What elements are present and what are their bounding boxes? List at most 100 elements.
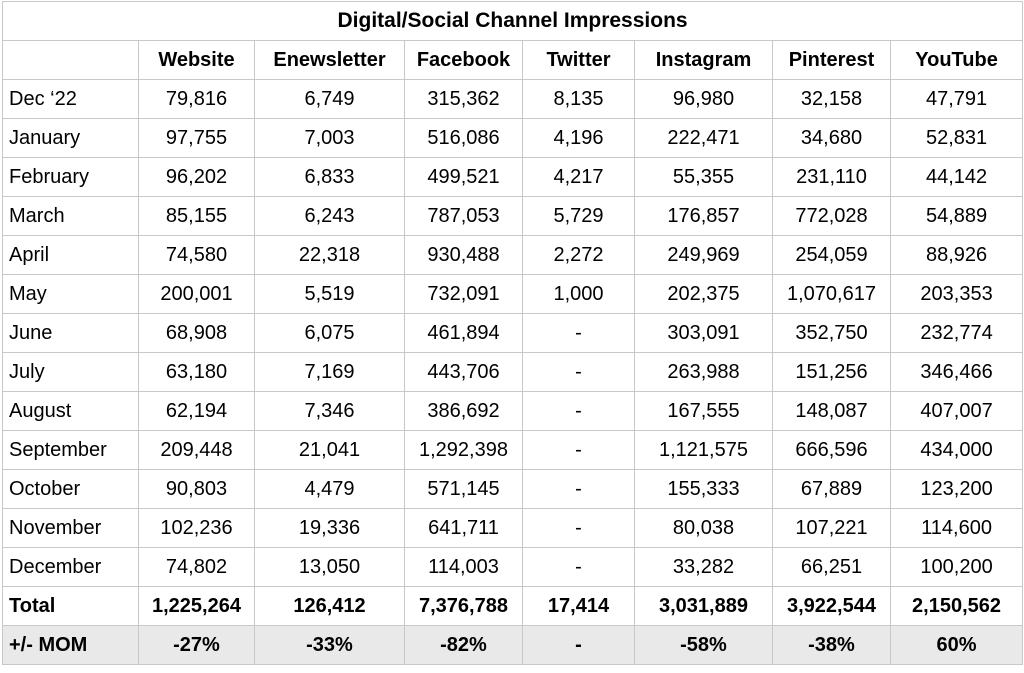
data-row: September 209,448 21,041 1,292,398-1,121,57… [2, 430, 1024, 470]
cell: 346,466 [889, 352, 1024, 392]
row-label: October [2, 469, 139, 509]
cell: 34,680 [772, 118, 891, 158]
cell: 254,059 [772, 235, 891, 275]
row-label: February [2, 157, 139, 197]
cell: -27% [138, 625, 255, 665]
cell: -82% [404, 625, 523, 665]
row-label: September [2, 430, 139, 470]
row-label: November [2, 508, 139, 548]
cell: 641,711 [404, 508, 523, 548]
cell: - [522, 508, 635, 548]
cell: 96,202 [138, 157, 255, 197]
row-label: April [2, 235, 139, 275]
cell: 79,816 [138, 79, 255, 119]
cell: - [522, 547, 635, 587]
cell: 52,831 [889, 118, 1024, 158]
cell: 5,519 [254, 274, 405, 314]
cell: 62,194 [138, 391, 255, 431]
data-row: Dec ‘22 79,816 6,749 315,362 8,135 96,980 32,1… [2, 79, 1024, 119]
cell: 2,150,562 [889, 586, 1024, 626]
column-header: Enewsletter [254, 40, 405, 80]
cell: 4,196 [522, 118, 635, 158]
cell: 63,180 [138, 352, 255, 392]
cell: 3,031,889 [634, 586, 773, 626]
data-row: August 62,194 7,346 386,692-167,555 148,087 4… [2, 391, 1024, 431]
cell: 6,243 [254, 196, 405, 236]
cell: 222,471 [634, 118, 773, 158]
cell: 4,479 [254, 469, 405, 509]
cell: 74,802 [138, 547, 255, 587]
cell: 1,292,398 [404, 430, 523, 470]
cell: 6,749 [254, 79, 405, 119]
cell: 666,596 [772, 430, 891, 470]
cell: - [522, 430, 635, 470]
mom-row: +/- MOM -27% -33% -82% - -58% -38% 60% [2, 625, 1024, 665]
cell: 386,692 [404, 391, 523, 431]
cell: 772,028 [772, 196, 891, 236]
cell: 202,375 [634, 274, 773, 314]
cell: 151,256 [772, 352, 891, 392]
cell: - [522, 352, 635, 392]
cell: 5,729 [522, 196, 635, 236]
data-row: May 200,001 5,519 732,091 1,000 202,375 1,070,… [2, 274, 1024, 314]
cell: -33% [254, 625, 405, 665]
row-label: January [2, 118, 139, 158]
data-row: June 68,908 6,075 461,894-303,091 352,750 232… [2, 313, 1024, 353]
cell: 315,362 [404, 79, 523, 119]
cell: 930,488 [404, 235, 523, 275]
cell: 80,038 [634, 508, 773, 548]
row-label: Dec ‘22 [2, 79, 139, 119]
cell: 7,003 [254, 118, 405, 158]
cell: 114,600 [889, 508, 1024, 548]
cell: 8,135 [522, 79, 635, 119]
cell: 22,318 [254, 235, 405, 275]
cell: 60% [889, 625, 1024, 665]
row-label: Total [2, 586, 139, 626]
row-label: May [2, 274, 139, 314]
data-row: March 85,155 6,243 787,053 5,729 176,857 772,0… [2, 196, 1024, 236]
cell: 126,412 [254, 586, 405, 626]
cell: 85,155 [138, 196, 255, 236]
total-row: Total 1,225,264 126,412 7,376,788 17,414 3,03… [2, 586, 1024, 626]
corner-cell [2, 40, 139, 80]
cell: 232,774 [889, 313, 1024, 353]
cell: 263,988 [634, 352, 773, 392]
cell: 352,750 [772, 313, 891, 353]
cell: 123,200 [889, 469, 1024, 509]
column-header: Facebook [404, 40, 523, 80]
cell: 90,803 [138, 469, 255, 509]
cell: -38% [772, 625, 891, 665]
cell: 516,086 [404, 118, 523, 158]
cell: 67,889 [772, 469, 891, 509]
data-row: October 90,803 4,479 571,145-155,333 67,889 1… [2, 469, 1024, 509]
cell: 21,041 [254, 430, 405, 470]
cell: 19,336 [254, 508, 405, 548]
data-row: January 97,755 7,003 516,086 4,196 222,471 34,… [2, 118, 1024, 158]
cell: 1,000 [522, 274, 635, 314]
cell: 6,833 [254, 157, 405, 197]
cell: 55,355 [634, 157, 773, 197]
cell: 96,980 [634, 79, 773, 119]
row-label: March [2, 196, 139, 236]
header-row: Website Enewsletter Facebook Twitter Instagr… [2, 40, 1024, 80]
cell: 732,091 [404, 274, 523, 314]
table-title: Digital/Social Channel Impressions [1, 1, 1024, 41]
cell: 114,003 [404, 547, 523, 587]
cell: 303,091 [634, 313, 773, 353]
cell: 176,857 [634, 196, 773, 236]
row-label: +/- MOM [2, 625, 139, 665]
cell: 44,142 [889, 157, 1024, 197]
cell: 3,922,544 [772, 586, 891, 626]
cell: 17,414 [522, 586, 635, 626]
cell: -58% [634, 625, 773, 665]
cell: 209,448 [138, 430, 255, 470]
cell: 203,353 [889, 274, 1024, 314]
cell: 407,007 [889, 391, 1024, 431]
data-row: July 63,180 7,169 443,706-263,988 151,256 346… [2, 352, 1024, 392]
cell: - [522, 313, 635, 353]
cell: 231,110 [772, 157, 891, 197]
data-row: April 74,580 22,318 930,488 2,272 249,969 254,… [2, 235, 1024, 275]
